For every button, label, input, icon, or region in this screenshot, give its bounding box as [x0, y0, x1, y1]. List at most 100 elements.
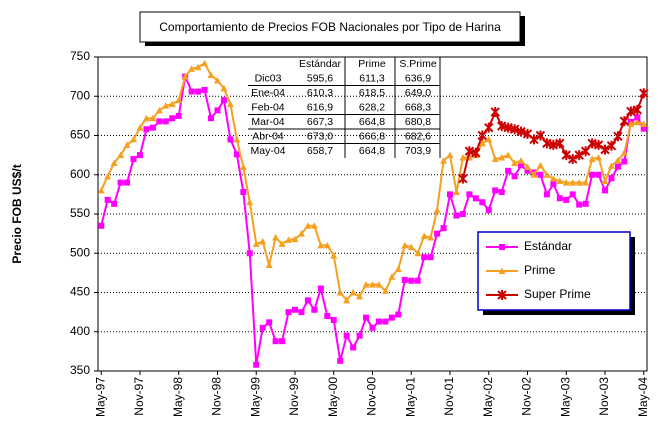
table-cell: 666,8 — [359, 130, 385, 142]
table-cell: 616,9 — [307, 101, 333, 113]
table-cell: 668,3 — [405, 101, 431, 113]
point — [130, 135, 138, 143]
table-cell: 703,9 — [405, 145, 431, 157]
point — [156, 118, 163, 125]
x-tick-label: May-00 — [326, 377, 340, 417]
point — [330, 252, 338, 259]
point — [169, 115, 176, 122]
point — [498, 267, 506, 274]
point — [580, 146, 591, 157]
point — [117, 151, 125, 159]
point — [227, 136, 234, 143]
point — [619, 116, 630, 127]
point — [149, 124, 156, 131]
point — [388, 314, 395, 321]
point — [485, 135, 493, 143]
point — [323, 241, 331, 249]
table-cell: 618,5 — [359, 87, 385, 99]
point — [317, 241, 325, 249]
point — [253, 361, 260, 368]
x-tick-label: May-01 — [403, 377, 417, 417]
point — [420, 232, 428, 239]
point — [252, 240, 260, 247]
point — [452, 188, 460, 196]
point — [265, 261, 273, 269]
x-tick-label: Nov-01 — [442, 377, 456, 416]
table-cell: 680,8 — [405, 116, 431, 128]
point — [595, 153, 603, 161]
point — [421, 254, 428, 261]
point — [214, 107, 221, 114]
point — [498, 189, 505, 196]
point — [563, 196, 570, 203]
x-tick-label: May-98 — [171, 377, 185, 417]
point — [582, 200, 589, 207]
point — [297, 230, 305, 237]
point — [408, 277, 415, 284]
point — [496, 121, 507, 132]
point — [388, 273, 396, 280]
point — [614, 156, 622, 164]
point — [155, 106, 163, 114]
table-cell: 682,6 — [405, 130, 431, 142]
point — [607, 162, 615, 169]
chart-title: Comportamiento de Precios FOB Nacionales… — [159, 20, 501, 34]
point — [509, 124, 520, 135]
point — [362, 281, 370, 288]
table-cell: Feb-04 — [251, 101, 284, 113]
point — [343, 332, 350, 339]
x-tick-label: May-03 — [558, 377, 572, 417]
point — [518, 162, 525, 169]
point — [382, 318, 389, 325]
point — [130, 156, 137, 163]
legend-label: Super Prime — [524, 287, 591, 301]
point — [464, 146, 475, 157]
point — [478, 139, 486, 147]
point — [602, 187, 609, 194]
point — [317, 285, 324, 292]
point — [324, 313, 331, 320]
point — [569, 179, 577, 186]
point — [246, 198, 254, 206]
point — [550, 181, 557, 188]
point — [582, 179, 590, 186]
point — [143, 126, 150, 133]
point — [110, 159, 118, 166]
point — [576, 201, 583, 208]
point — [414, 277, 421, 284]
legend-label: Prime — [524, 263, 556, 277]
point — [620, 149, 628, 156]
point — [195, 88, 202, 95]
point — [503, 122, 513, 133]
point — [537, 171, 544, 178]
point — [233, 151, 240, 158]
point — [375, 281, 383, 288]
point — [453, 212, 460, 219]
point — [363, 314, 370, 321]
table-cell: 673,0 — [307, 130, 333, 142]
point — [562, 179, 570, 186]
y-tick-label: 750 — [70, 49, 90, 63]
point — [574, 150, 584, 161]
point — [395, 311, 402, 318]
point — [613, 131, 623, 142]
point — [556, 195, 563, 202]
point — [291, 235, 299, 243]
point — [226, 100, 234, 108]
point — [633, 118, 641, 126]
point — [394, 265, 402, 272]
x-tick-label: May-02 — [481, 377, 495, 417]
point — [627, 120, 635, 127]
point — [298, 309, 305, 316]
point — [239, 163, 247, 170]
point — [181, 73, 189, 80]
point — [524, 163, 532, 170]
y-tick-label: 350 — [70, 363, 90, 377]
point — [434, 230, 441, 237]
point — [188, 88, 195, 95]
y-tick-label: 550 — [70, 206, 90, 220]
point — [98, 222, 105, 229]
point — [593, 139, 604, 150]
point — [555, 138, 565, 149]
point — [614, 163, 621, 170]
